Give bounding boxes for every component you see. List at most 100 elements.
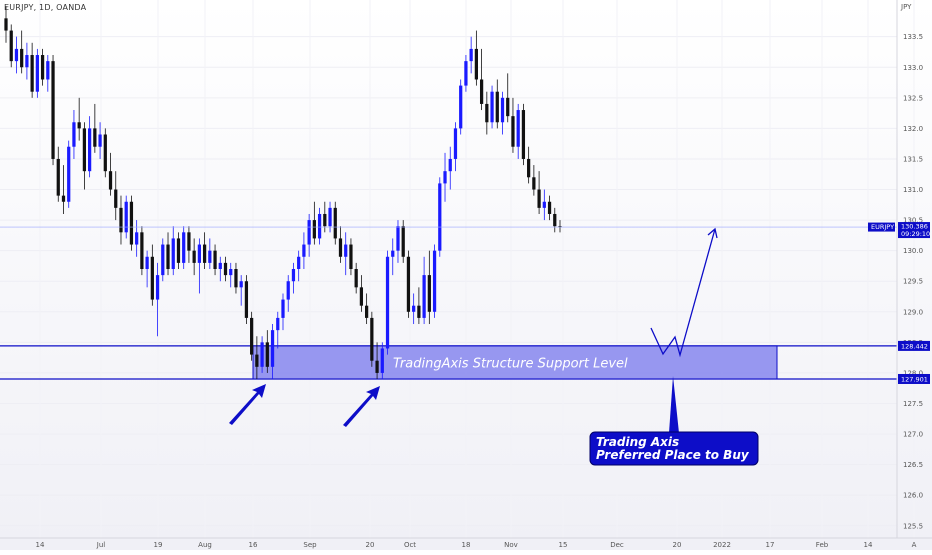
candle[interactable]	[145, 250, 149, 288]
candle[interactable]	[4, 6, 8, 43]
candle[interactable]	[114, 171, 118, 221]
candle[interactable]	[129, 195, 134, 251]
candle[interactable]	[553, 207, 557, 233]
candle[interactable]	[270, 324, 275, 380]
candle[interactable]	[176, 232, 181, 269]
candle[interactable]	[234, 262, 238, 294]
arrow-up-right-icon[interactable]	[343, 386, 380, 427]
candle[interactable]	[500, 91, 505, 135]
candle[interactable]	[155, 262, 160, 337]
candle[interactable]	[427, 250, 431, 325]
candle[interactable]	[417, 287, 421, 325]
candle[interactable]	[20, 30, 24, 74]
candle[interactable]	[171, 226, 175, 276]
candle[interactable]	[385, 250, 390, 355]
candle[interactable]	[161, 238, 165, 282]
x-axis[interactable]: 14 Jul 19 Aug 16 Sep 20 Oct 18 Nov 15 Dec 20 2022 17 Fe…	[0, 537, 932, 549]
candle[interactable]	[218, 256, 222, 282]
symbol-header[interactable]: EURJPY, 1D, OANDA	[4, 3, 87, 12]
candle[interactable]	[537, 171, 541, 214]
candle[interactable]	[51, 55, 55, 166]
support-zone[interactable]	[252, 345, 778, 380]
candle[interactable]	[349, 238, 353, 276]
candle[interactable]	[229, 262, 233, 288]
candle[interactable]	[474, 30, 478, 86]
candle[interactable]	[276, 311, 280, 349]
candle[interactable]	[82, 122, 87, 190]
candle[interactable]	[490, 85, 494, 129]
candle[interactable]	[67, 140, 71, 208]
candle[interactable]	[365, 293, 369, 325]
candle[interactable]	[469, 36, 473, 74]
candle[interactable]	[202, 232, 207, 269]
candle[interactable]	[432, 244, 437, 318]
candle[interactable]	[333, 201, 337, 245]
candle[interactable]	[208, 238, 212, 269]
candle[interactable]	[239, 275, 243, 306]
candle[interactable]	[370, 311, 374, 367]
candle[interactable]	[453, 122, 458, 172]
candle[interactable]	[521, 103, 526, 166]
candle[interactable]	[312, 201, 316, 245]
candle[interactable]	[187, 226, 191, 263]
candle[interactable]	[260, 336, 264, 373]
candle[interactable]	[166, 232, 170, 276]
candle[interactable]	[422, 256, 426, 325]
candle[interactable]	[61, 165, 66, 214]
candle[interactable]	[213, 244, 217, 276]
candle[interactable]	[359, 275, 364, 312]
candle[interactable]	[46, 55, 50, 92]
candle[interactable]	[547, 195, 552, 221]
candle[interactable]	[485, 91, 489, 135]
candle[interactable]	[40, 48, 45, 86]
candle[interactable]	[459, 79, 463, 135]
candle[interactable]	[25, 42, 29, 80]
candle[interactable]	[511, 97, 515, 153]
candle[interactable]	[375, 342, 379, 380]
candle[interactable]	[255, 336, 259, 380]
candle[interactable]	[14, 36, 19, 74]
candle[interactable]	[250, 311, 254, 361]
candle[interactable]	[297, 250, 301, 282]
candle[interactable]	[88, 116, 92, 178]
candle[interactable]	[56, 146, 60, 202]
candle[interactable]	[412, 293, 416, 325]
candle[interactable]	[223, 256, 228, 282]
candle[interactable]	[443, 152, 447, 202]
candle[interactable]	[532, 165, 536, 196]
candle[interactable]	[124, 195, 128, 239]
candle[interactable]	[479, 48, 484, 111]
candle[interactable]	[197, 238, 201, 294]
candle[interactable]	[527, 146, 531, 184]
candle[interactable]	[9, 24, 13, 68]
y-axis[interactable]: JPY 125.5126.0126.5127.0127.5128.0128.51…	[896, 0, 923, 538]
projection-path[interactable]	[650, 228, 716, 358]
candle[interactable]	[192, 238, 196, 276]
candle[interactable]	[286, 275, 290, 312]
candle[interactable]	[150, 244, 154, 306]
candle[interactable]	[338, 226, 343, 263]
candle[interactable]	[265, 330, 269, 373]
candle[interactable]	[182, 226, 186, 269]
candle[interactable]	[307, 213, 311, 257]
arrow-up-right-icon[interactable]	[229, 384, 266, 425]
candle[interactable]	[98, 122, 102, 159]
candle[interactable]	[542, 189, 546, 221]
candle[interactable]	[406, 250, 411, 318]
callout-box[interactable]	[589, 431, 759, 466]
candle[interactable]	[35, 48, 39, 98]
candle[interactable]	[291, 262, 296, 294]
candle[interactable]	[302, 232, 306, 269]
candle[interactable]	[354, 262, 358, 294]
candle[interactable]	[93, 103, 97, 153]
candle[interactable]	[558, 220, 562, 233]
candle[interactable]	[464, 55, 468, 92]
candle[interactable]	[30, 42, 34, 98]
candle[interactable]	[72, 110, 76, 159]
candle[interactable]	[281, 293, 285, 331]
candle[interactable]	[135, 220, 139, 257]
candle[interactable]	[391, 238, 395, 276]
candle[interactable]	[244, 275, 249, 325]
candle[interactable]	[448, 146, 452, 190]
candle[interactable]	[506, 73, 510, 123]
